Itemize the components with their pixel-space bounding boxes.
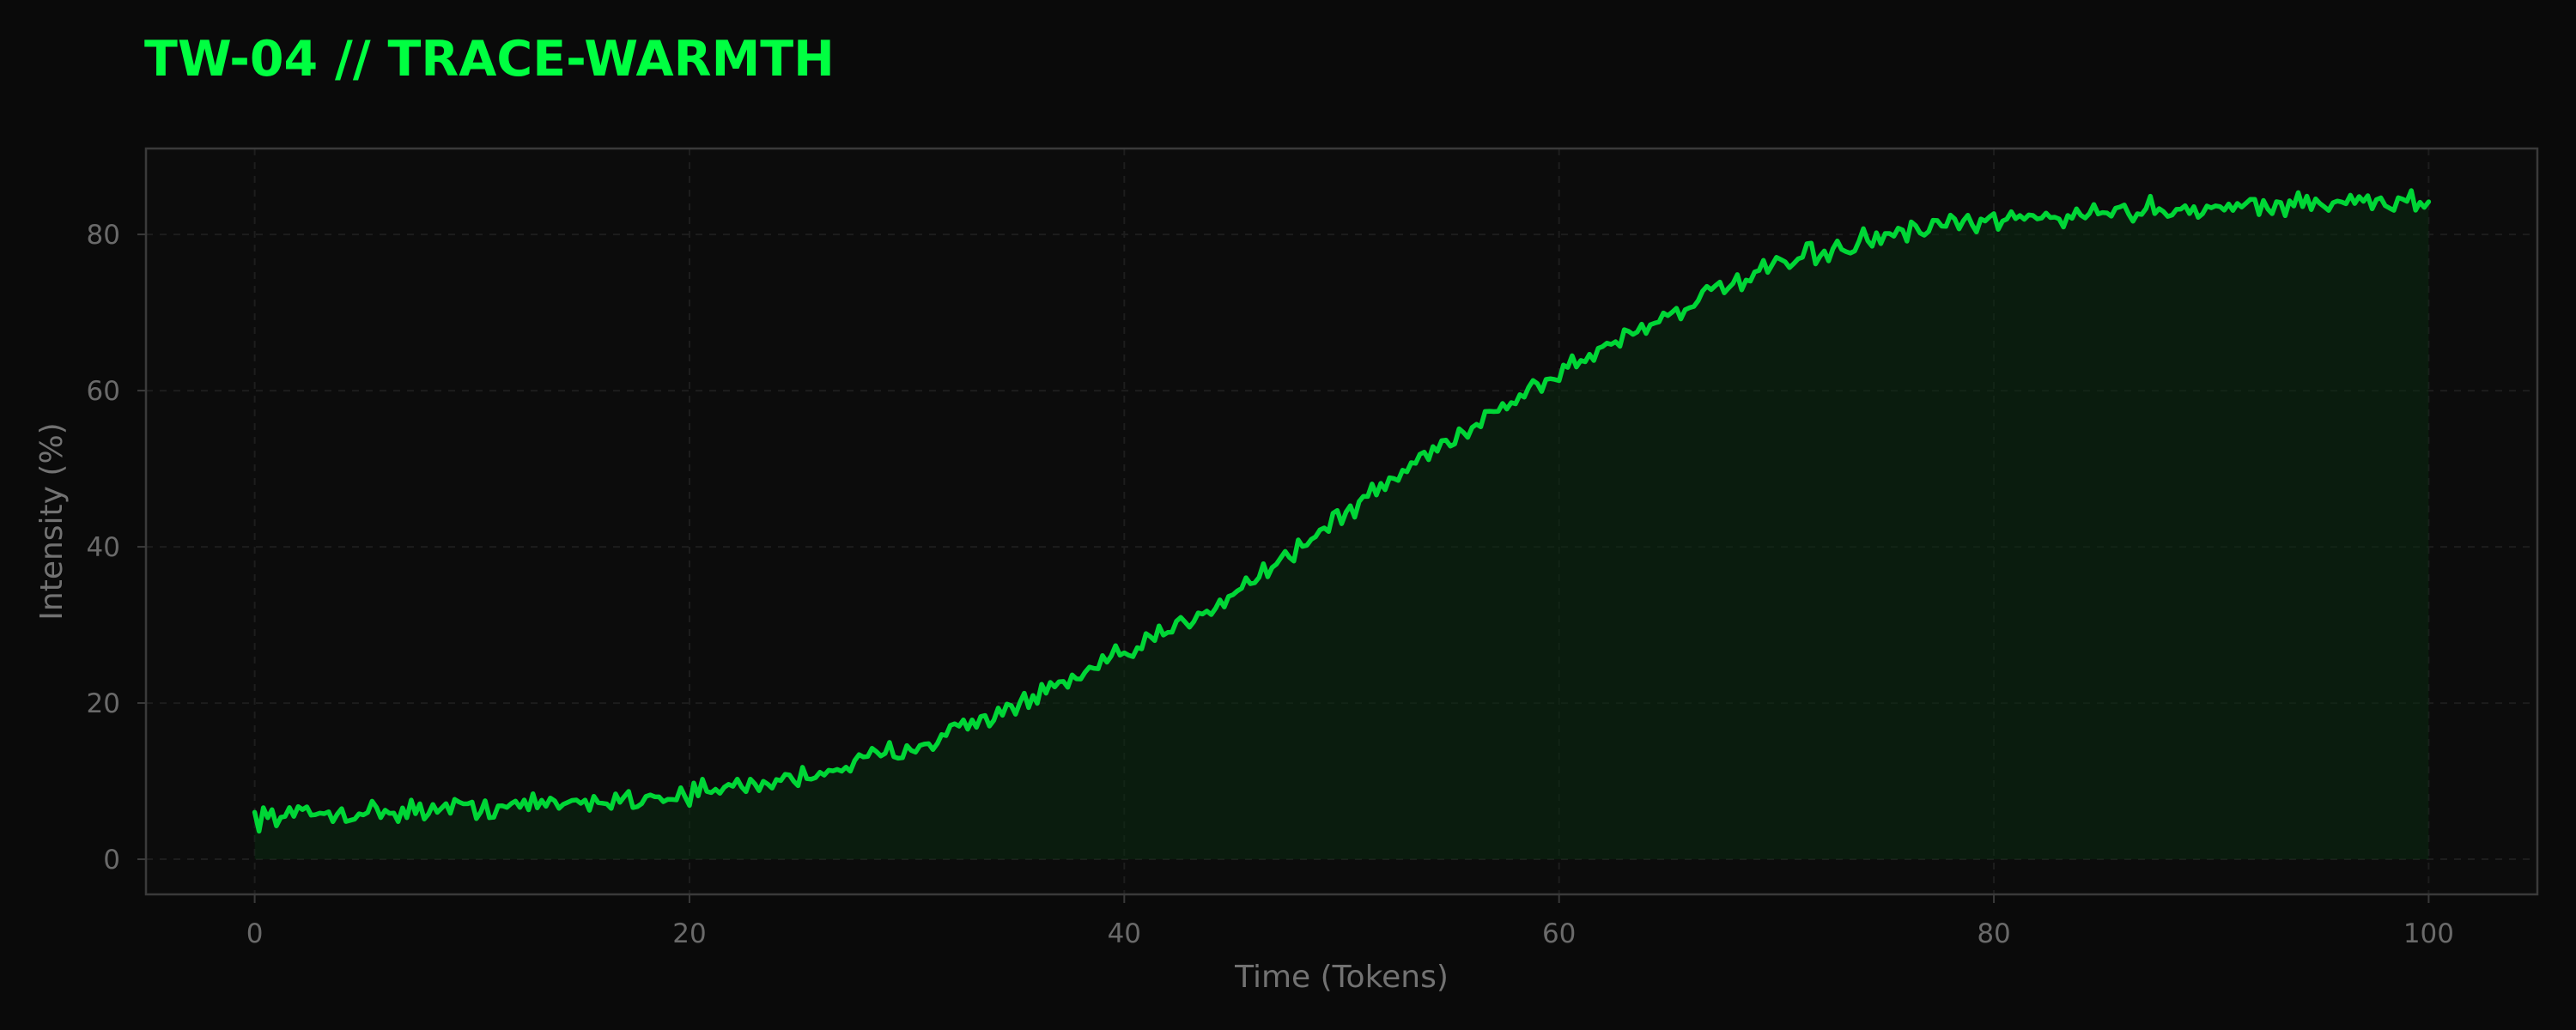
x-axis-label: Time (Tokens): [1234, 960, 1449, 995]
y-tick-label: 0: [103, 845, 120, 876]
x-tick-label: 80: [1977, 918, 2010, 949]
x-tick-label: 20: [672, 918, 706, 949]
y-tick-label: 80: [87, 220, 120, 251]
x-tick-label: 0: [246, 918, 264, 949]
y-tick-label: 20: [87, 688, 120, 719]
x-tick-label: 100: [2403, 918, 2454, 949]
y-tick-label: 40: [87, 532, 120, 563]
x-tick-label: 40: [1108, 918, 1141, 949]
x-tick-label: 60: [1542, 918, 1576, 949]
y-axis-label: Intensity (%): [34, 422, 70, 620]
chart-title: TW-04 // TRACE-WARMTH: [144, 31, 835, 88]
plot-frame: [144, 147, 2539, 896]
series-line-intensity: [252, 188, 2432, 834]
y-tick-label: 60: [87, 376, 120, 407]
axis-ticks: 0 20 40 60 80 100 0 20 40 60 80: [87, 220, 2454, 949]
